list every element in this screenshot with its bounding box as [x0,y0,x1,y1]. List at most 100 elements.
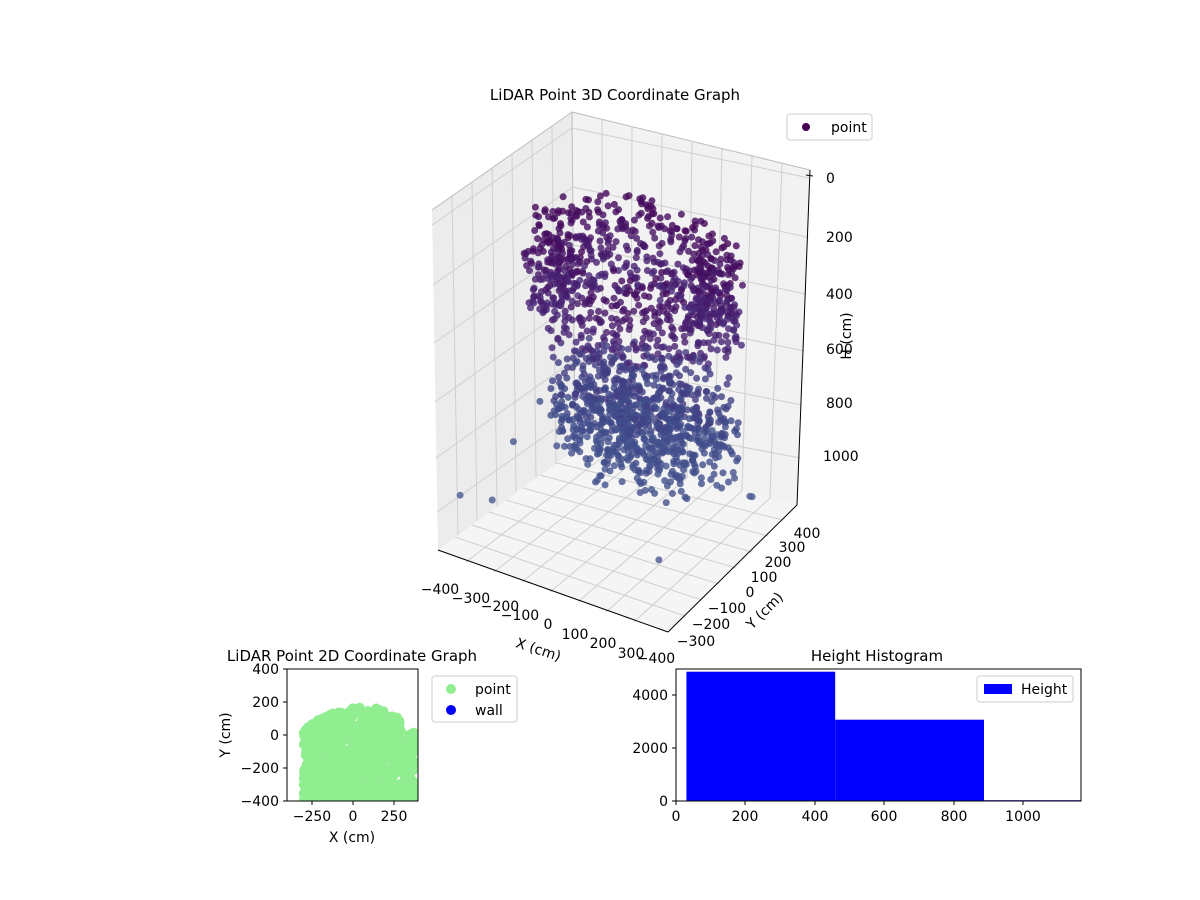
y-tick: 0 [270,728,279,744]
scatter-point-3d [578,208,586,216]
scatter-point-3d [700,449,708,457]
scatter-point-3d [657,367,665,375]
scatter-point-3d [637,480,645,487]
scatter-point-3d [652,405,660,413]
scatter-point-3d [719,320,727,328]
legend-label: point [831,120,867,136]
scatter-point-3d [594,198,602,206]
scatter-point-3d [697,474,705,482]
scatter-point-3d [710,336,718,344]
y-ticks-3d: −400 −300 −200 −100 0 100 200 300 400 [637,526,821,667]
scatter-point-3d [521,254,529,262]
scatter-point-3d [639,334,647,342]
scatter-point-3d [674,260,682,268]
legend-3d: point [786,113,873,141]
scatter-point-3d [698,480,705,488]
x-tick: 1000 [1005,809,1041,825]
scatter-point-3d [681,338,689,346]
scatter-point-3d [612,208,620,216]
scatter-point-3d [708,398,716,405]
scatter-point-3d [718,338,725,346]
y-tick: −300 [677,634,715,650]
scatter-point-3d [670,460,678,468]
y-ticks-2d: 400 200 0 −200 −400 [241,662,287,810]
scatter-point-3d [659,375,667,383]
y-tick: 300 [779,540,806,556]
scatter-point-3d [640,352,648,360]
scatter-point-3d [677,210,685,218]
scatter-point-3d [685,247,692,255]
scatter-point-3d [624,246,632,254]
scatter-point-3d [593,285,601,293]
scatter-point-3d [723,380,731,388]
scatter-point-3d [569,260,577,268]
x-axis-line [437,549,669,633]
scatter-point-3d [541,208,549,216]
z-axis-line [796,169,811,506]
scatter-point-3d [699,461,707,469]
scatter-point-3d [627,232,635,240]
scatter-point-2d [304,724,314,735]
scatter-point-3d [583,327,591,335]
x-tick: 0 [349,809,358,825]
legend-box [786,113,873,141]
scatter-point-3d [563,355,571,363]
scatter-point-3d [530,299,538,307]
y-axis-label-2d: Y (cm) [218,712,234,758]
scatter-point-2d [309,797,319,801]
scatter-point-2d [333,795,344,801]
scatter-point-3d [698,324,706,332]
scatter-point-3d [664,213,672,221]
scatter-point-3d [693,374,701,382]
scatter-point-3d [599,434,607,442]
scatter-point-3d [583,223,591,231]
scatter-point-3d [651,489,659,497]
scatter-point-2d [398,741,409,752]
scatter-point-3d [720,234,728,242]
scatter-point-3d [659,290,667,298]
scatter-point-3d [737,341,745,349]
scatter-point-3d [596,237,604,245]
scatter-point-3d [558,391,566,399]
scatter-point-3d [633,234,641,242]
scatter-point-3d [633,294,641,302]
y-tick: 100 [751,570,778,586]
scatter-point-2d [345,765,356,776]
scatter-point-3d [727,417,735,425]
x-ticks-hist: 0 200 400 600 800 1000 [672,801,1041,825]
chart-3d: LiDAR Point 3D Coordinate Graph [421,86,873,667]
scatter-point-3d [723,286,731,294]
scatter-point-3d [634,422,642,430]
scatter-point-3d [748,493,756,501]
plot-frame-hist [675,668,1082,802]
scatter-point-3d [565,331,573,339]
scatter-point-2d [390,761,401,772]
scatter-point-3d [574,260,582,268]
scatter-point-3d [730,326,738,334]
scatter-point-3d [585,334,593,342]
scatter-point-3d [564,435,572,443]
scatter-point-3d [589,328,597,336]
scatter-point-3d [554,359,562,367]
scatter-point-3d [561,307,569,315]
scatter-point-3d [615,367,623,375]
scatter-point-3d [734,419,742,427]
scatter-point-3d [583,433,591,441]
scatter-point-3d [608,360,616,367]
scatter-point-3d [624,309,632,317]
scatter-point-3d [704,339,712,347]
scatter-point-3d [536,276,544,283]
scatter-point-3d [568,364,576,371]
scatter-point-3d [553,442,561,450]
scatter-point-3d [582,282,590,290]
scatter-point-3d [581,262,588,270]
scatter-point-3d [667,395,675,403]
scatter-point-3d [679,440,687,448]
scatter-point-3d [585,196,592,204]
scatter-point-2d [369,742,380,753]
scatter-point-3d [661,225,668,233]
scatter-point-3d [661,477,669,485]
scatter-point-2d [376,772,387,782]
scatter-point-3d [561,317,569,325]
scatter-point-2d [369,793,380,801]
